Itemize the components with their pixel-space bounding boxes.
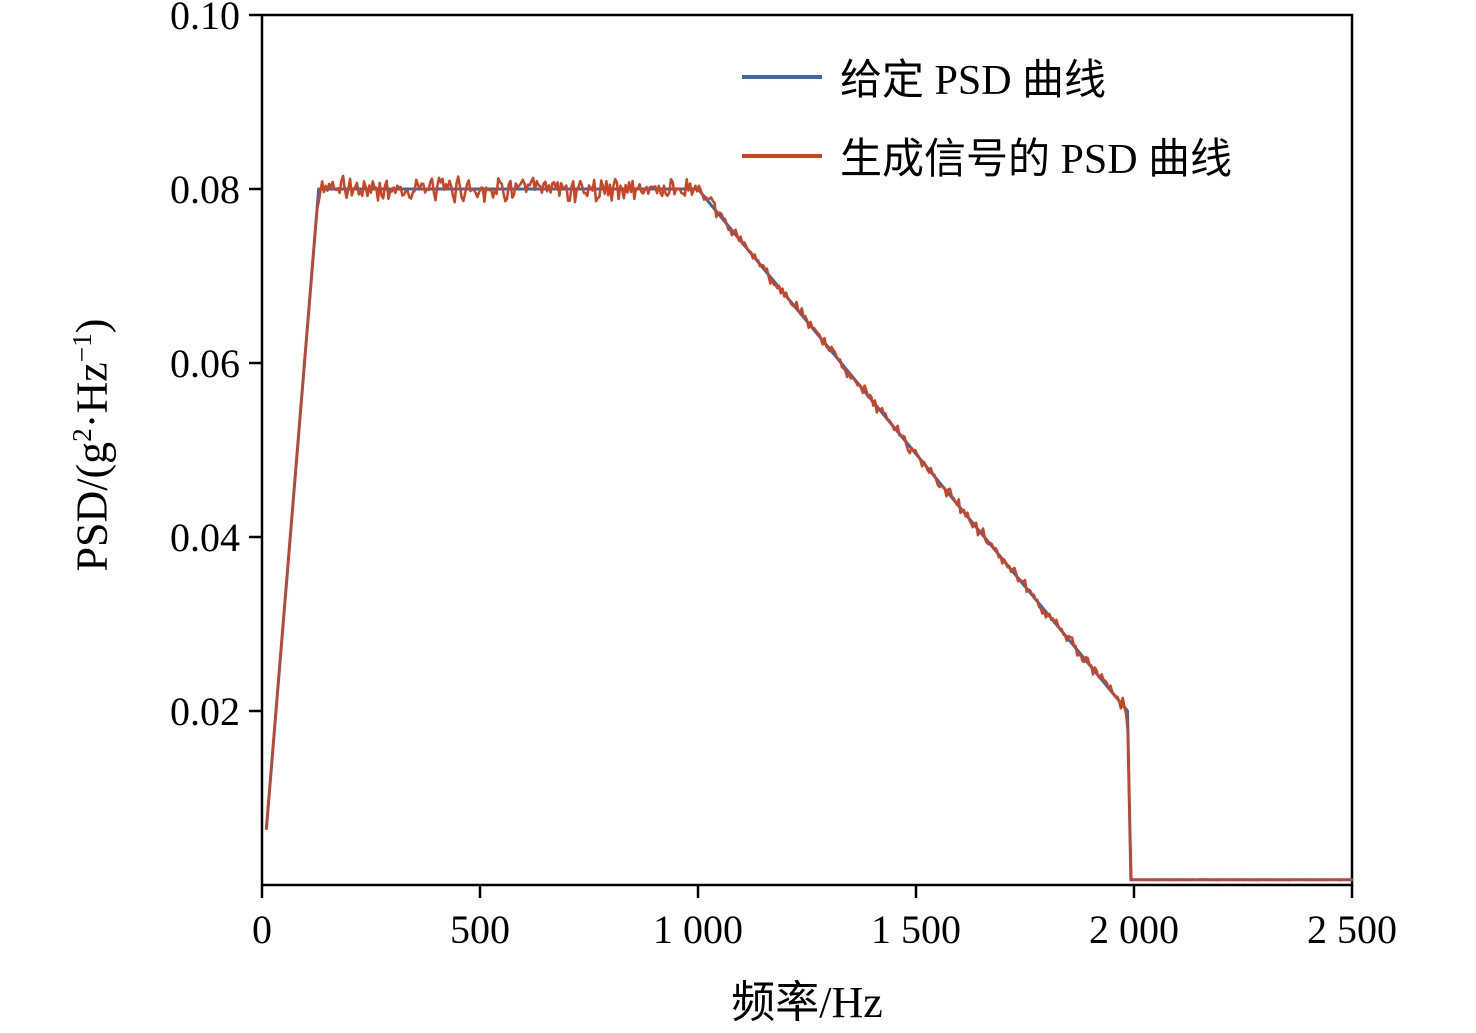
y-axis-label-sup-2: 2	[66, 428, 97, 442]
x-axis-label: 频率/Hz	[731, 978, 883, 1027]
y-tick-label: 0.02	[170, 689, 240, 734]
axes: 0 500 1 000 1 500 2 000 2 500 0.02 0.04 0.06 0.08…	[170, 0, 1397, 952]
legend: 给定 PSD 曲线 生成信号的 PSD 曲线	[742, 46, 1232, 186]
x-tick-label: 2 000	[1089, 907, 1179, 952]
y-axis-label-text-mid: ·Hz	[67, 362, 117, 429]
x-tick-label: 0	[252, 907, 272, 952]
x-tick-label: 1 000	[653, 907, 743, 952]
legend-label-generated: 生成信号的 PSD 曲线	[840, 137, 1233, 183]
y-axis-label-text-end: )	[67, 318, 117, 334]
y-axis-label: PSD/(g2·Hz−1)	[67, 319, 118, 572]
legend-line-sample-generated	[742, 153, 822, 158]
y-tick-label: 0.08	[170, 167, 240, 212]
y-tick-label: 0.10	[170, 0, 240, 38]
series-line-0	[264, 187, 1354, 882]
legend-label-given: 给定 PSD 曲线	[840, 58, 1107, 104]
legend-line-sample-given	[742, 74, 822, 79]
y-axis-label-sup-neg1: −1	[66, 333, 97, 363]
y-axis-label-text: PSD/(g	[67, 441, 117, 572]
legend-item-generated-psd: 生成信号的 PSD 曲线	[742, 125, 1232, 186]
x-tick-label: 2 500	[1307, 907, 1397, 952]
y-tick-label: 0.04	[170, 515, 240, 560]
series-line-1	[265, 174, 1353, 882]
legend-item-given-psd: 给定 PSD 曲线	[742, 46, 1232, 107]
y-tick-label: 0.06	[170, 341, 240, 386]
x-tick-label: 500	[450, 907, 510, 952]
x-tick-label: 1 500	[871, 907, 961, 952]
